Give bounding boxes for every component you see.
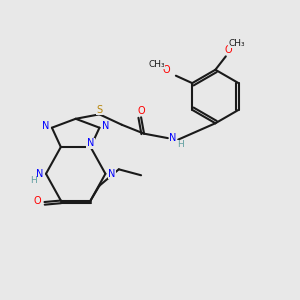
- Text: O: O: [163, 65, 170, 75]
- Text: CH₃: CH₃: [148, 60, 165, 69]
- Text: O: O: [33, 196, 41, 206]
- Text: O: O: [225, 45, 232, 55]
- Text: O: O: [137, 106, 145, 116]
- Text: N: N: [42, 121, 49, 131]
- Text: N: N: [108, 169, 116, 179]
- Text: H: H: [30, 176, 37, 185]
- Text: N: N: [169, 133, 177, 143]
- Text: CH₃: CH₃: [229, 38, 245, 47]
- Text: N: N: [102, 121, 110, 131]
- Text: H: H: [177, 140, 184, 149]
- Text: S: S: [96, 105, 103, 115]
- Text: N: N: [87, 139, 94, 148]
- Text: N: N: [36, 169, 43, 179]
